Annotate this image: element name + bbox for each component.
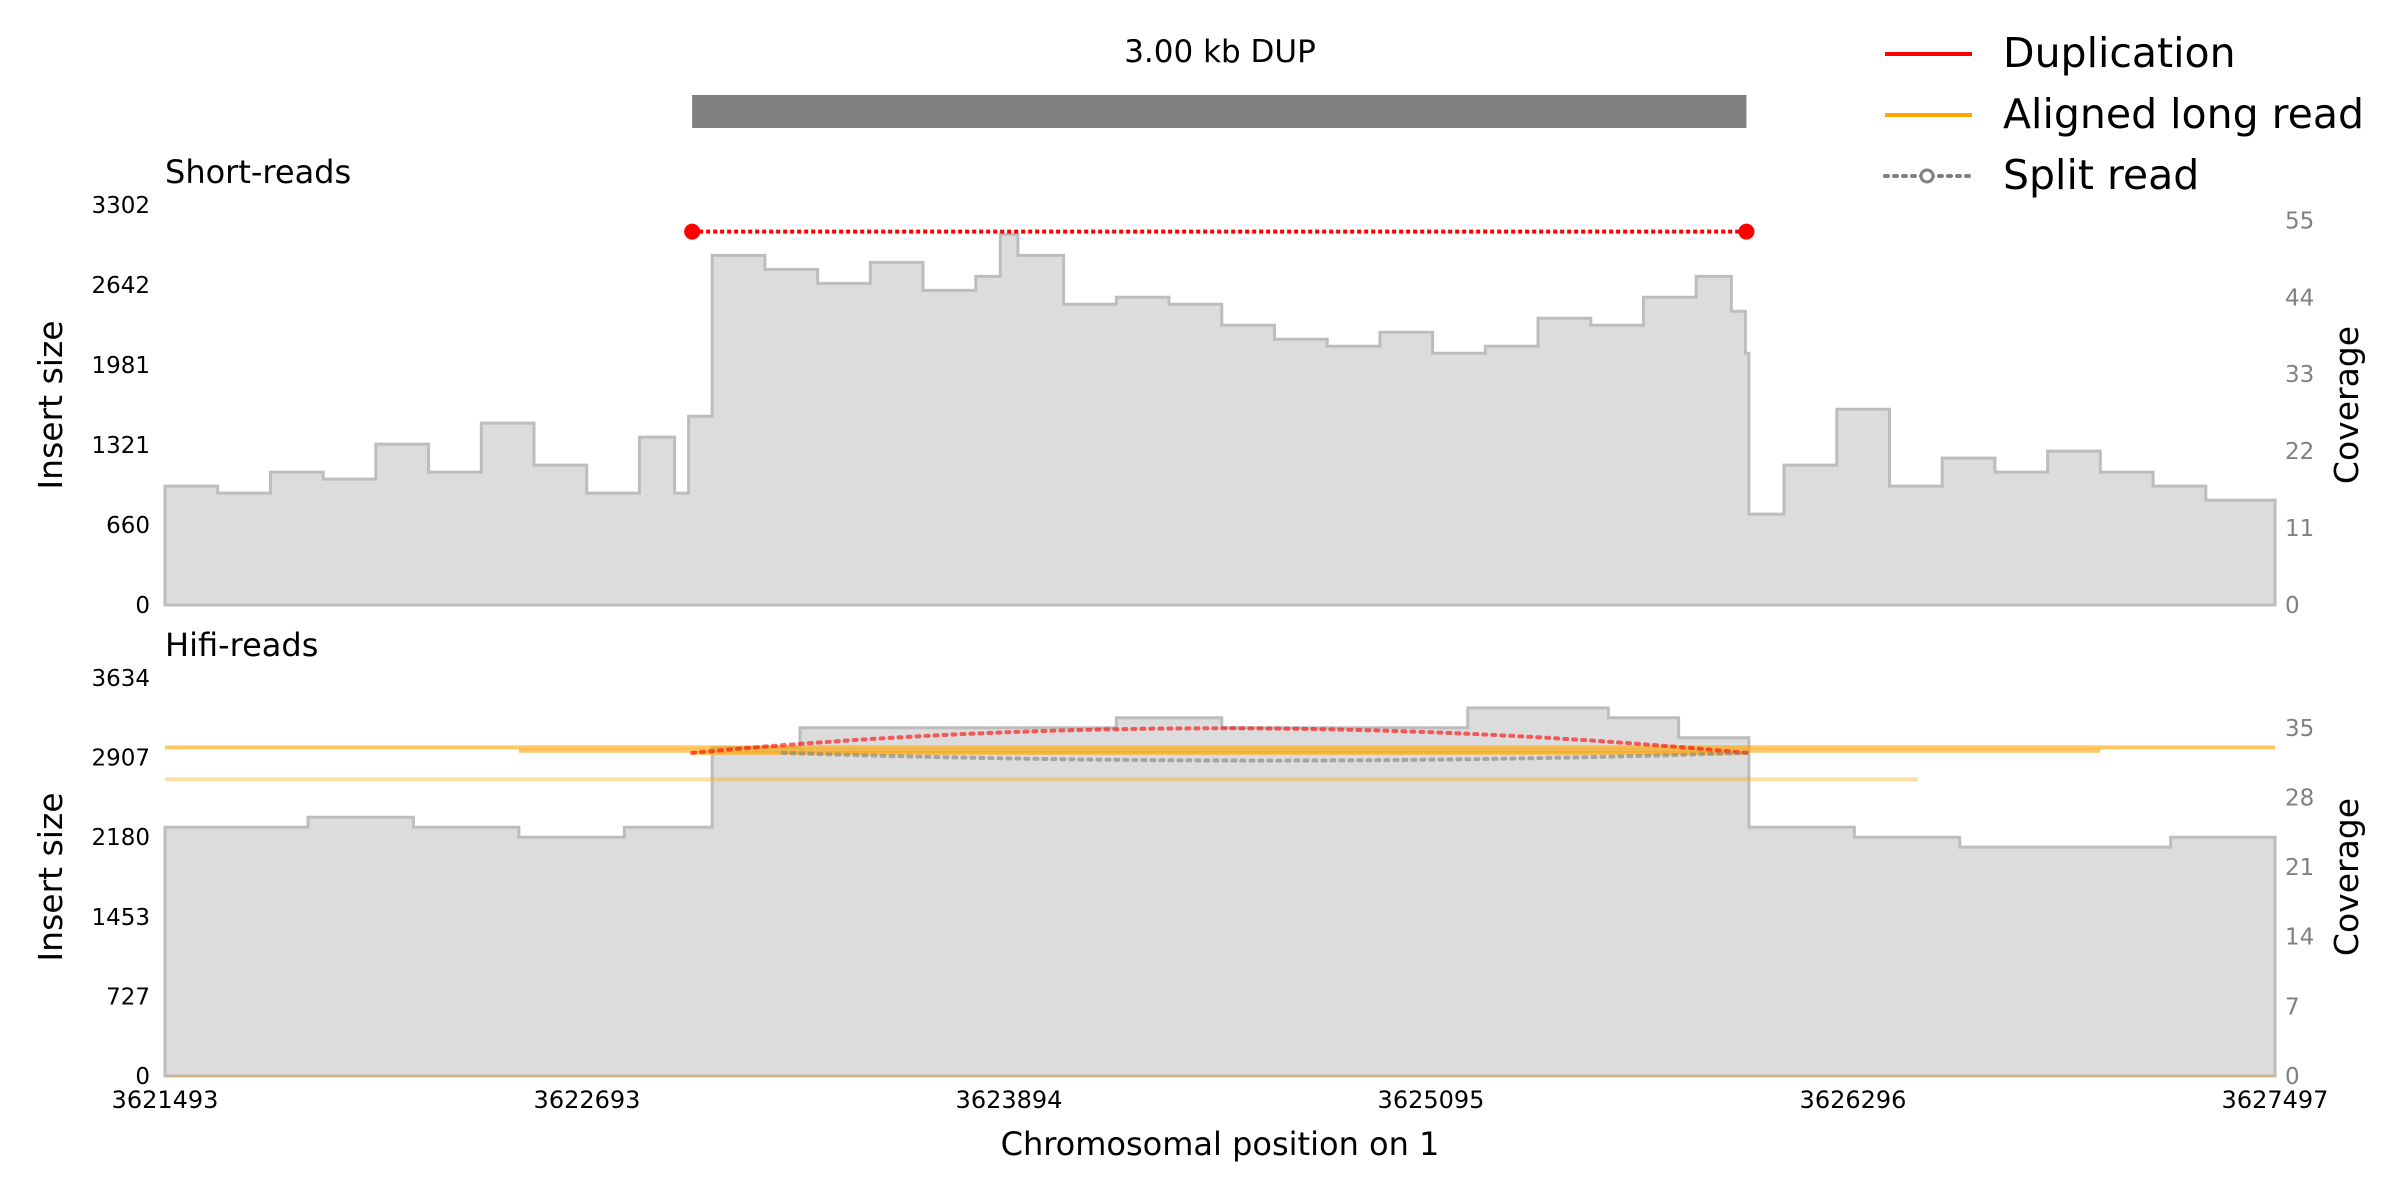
x-tick-label: 3622693 bbox=[534, 1086, 641, 1114]
x-tick-label: 3626296 bbox=[1800, 1086, 1907, 1114]
left-tick-label: 660 bbox=[106, 513, 150, 539]
right-tick-label: 44 bbox=[2285, 285, 2314, 311]
panel-title: Short-reads bbox=[165, 153, 351, 191]
sv-region-bar-group: 3.00 kb DUP bbox=[692, 34, 1747, 128]
right-tick-label: 55 bbox=[2285, 208, 2314, 234]
left-tick-label: 2642 bbox=[91, 273, 150, 299]
right-tick-label: 33 bbox=[2285, 362, 2314, 388]
panel-1: Hifi-reads 3634 2907 2180 1453 727 0 35 28 21 14 7 0… bbox=[31, 626, 2366, 1090]
x-axis: 3621493 3622693 3623894 3625095 3626296 36274… bbox=[112, 1075, 2329, 1114]
left-tick-label: 727 bbox=[106, 984, 150, 1010]
left-axis-label: Insert size bbox=[31, 792, 70, 961]
coverage-area bbox=[163, 706, 2277, 1078]
left-tick-label: 3302 bbox=[91, 193, 150, 219]
panel-0: Short-reads 3302 2642 1981 1321 660 0 55 44 33 22 1… bbox=[31, 153, 2366, 619]
legend: Duplication Aligned long read Split read bbox=[1883, 29, 2364, 199]
right-tick-label: 14 bbox=[2285, 925, 2314, 951]
right-tick-label: 28 bbox=[2285, 785, 2314, 811]
right-axis-label: Coverage bbox=[2327, 798, 2366, 956]
left-tick-label: 2180 bbox=[91, 825, 150, 851]
right-tick-label: 0 bbox=[2285, 1064, 2300, 1090]
left-tick-label: 2907 bbox=[91, 746, 150, 772]
right-tick-label: 21 bbox=[2285, 855, 2314, 881]
split-read-end-marker bbox=[1738, 223, 1755, 240]
x-tick-label: 3627497 bbox=[2222, 1086, 2329, 1114]
right-tick-label: 7 bbox=[2285, 994, 2300, 1020]
left-tick-label: 1321 bbox=[91, 433, 150, 459]
right-tick-label: 22 bbox=[2285, 439, 2314, 465]
panels: Short-reads 3302 2642 1981 1321 660 0 55 44 33 22 1… bbox=[31, 153, 2366, 1090]
split-read-start-marker bbox=[684, 223, 701, 240]
right-axis-label: Coverage bbox=[2327, 326, 2366, 484]
x-tick-label: 3623894 bbox=[956, 1086, 1063, 1114]
x-tick-label: 3621493 bbox=[112, 1086, 219, 1114]
legend-split-read-marker bbox=[1919, 168, 1935, 184]
split-read-arc-0 bbox=[690, 726, 1749, 755]
x-axis-label: Chromosomal position on 1 bbox=[1001, 1125, 1440, 1163]
x-tick-label: 3625095 bbox=[1378, 1086, 1485, 1114]
left-tick-label: 0 bbox=[135, 593, 150, 619]
left-tick-label: 0 bbox=[135, 1064, 150, 1090]
split-read-arc-1 bbox=[780, 750, 1749, 763]
left-tick-label: 1453 bbox=[91, 905, 150, 931]
legend-label-2: Split read bbox=[2003, 151, 2199, 199]
coverage-area bbox=[163, 232, 2277, 607]
right-tick-label: 11 bbox=[2285, 516, 2314, 542]
legend-label-0: Duplication bbox=[2003, 29, 2236, 77]
panel-title: Hifi-reads bbox=[165, 626, 318, 664]
right-tick-label: 35 bbox=[2285, 716, 2314, 742]
right-tick-label: 0 bbox=[2285, 593, 2300, 619]
sv-region-bar bbox=[692, 95, 1747, 128]
chart-title: 3.00 kb DUP bbox=[1124, 34, 1316, 70]
left-axis-label: Insert size bbox=[31, 320, 70, 489]
left-tick-label: 1981 bbox=[91, 353, 150, 379]
legend-label-1: Aligned long read bbox=[2003, 90, 2364, 138]
left-tick-label: 3634 bbox=[91, 666, 150, 692]
